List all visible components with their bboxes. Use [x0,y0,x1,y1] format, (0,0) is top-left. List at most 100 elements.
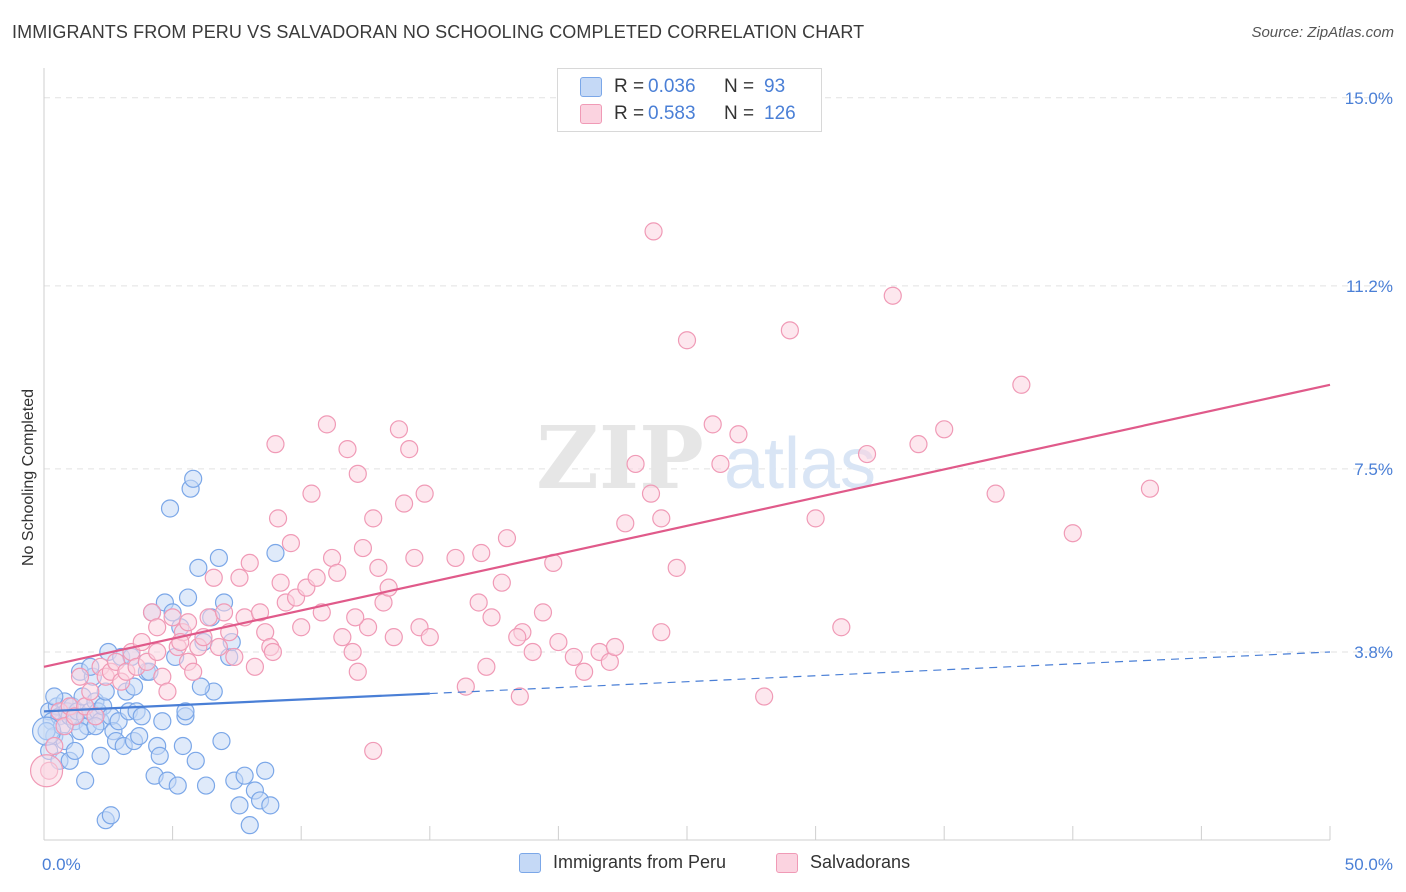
data-point [358,618,378,637]
data-point [153,712,172,731]
data-point [667,558,686,577]
series-legend: Immigrants from Peru Salvadorans [0,852,1406,876]
legend-swatch-peru [519,852,541,873]
data-point [101,806,120,825]
y-tick-label: 11.2% [1346,277,1393,296]
data-point [389,420,409,439]
data-point [605,637,625,657]
data-point [250,603,270,622]
data-point [312,603,331,622]
data-point [317,415,337,434]
data-point [328,563,347,582]
legend-swatch-salvadoran [776,852,798,873]
data-point [755,687,774,706]
data-point [132,707,151,726]
data-point [70,667,90,686]
stats-legend-row-salvadoran: R = 0.583 N = 126 [580,102,796,126]
r-label: R = [614,76,645,97]
data-point [81,682,100,701]
data-point [857,444,877,464]
data-point [482,608,501,627]
legend-swatch-peru [580,77,602,97]
data-point [176,702,195,721]
data-point [343,642,362,662]
data-point [214,603,234,622]
data-point [626,454,645,474]
data-point [158,682,177,701]
x-tick-labels: 0.0% 50.0% [42,855,1393,874]
data-point [86,707,105,726]
data-point [549,632,568,652]
data-point [348,464,367,483]
data-point [209,637,228,657]
legend-label-peru: Immigrants from Peru [553,852,727,872]
data-point [191,677,210,696]
data-point [1140,479,1160,498]
data-point [281,534,301,553]
data-point [346,608,365,627]
data-point [178,588,198,607]
data-point [523,642,542,662]
legend-item-peru[interactable]: Immigrants from Peru [519,852,726,873]
data-point [29,754,64,788]
data-point [204,568,223,587]
data-point [469,593,488,612]
data-point [230,796,249,815]
data-point [148,642,167,662]
data-point [1063,524,1082,543]
r-value: 0.583 [648,103,696,124]
data-point [364,741,383,761]
trend-line [43,692,430,713]
data-point [909,435,928,454]
data-point [184,469,203,488]
x-tick-label: 0.0% [42,855,81,874]
data-point [575,662,594,681]
data-point [266,543,285,563]
data-point [394,494,414,513]
data-point [132,632,151,652]
y-tick-label: 15.0% [1345,89,1393,108]
data-point [883,286,902,305]
y-axis-label: No Schooling Completed [20,389,37,566]
data-point [369,558,388,577]
n-label: N = [724,103,755,124]
data-point [405,548,424,568]
data-point [225,647,244,667]
data-point [338,440,357,459]
data-point [935,420,954,439]
data-point [150,746,169,765]
legend-label-salvadoran: Salvadorans [810,852,911,872]
data-point [163,608,182,627]
chart-title: IMMIGRANTS FROM PERU VS SALVADORAN NO SC… [12,22,865,42]
n-label: N = [724,76,755,97]
legend-swatch-salvadoran [580,104,602,124]
data-point [806,509,825,528]
data-point [415,484,434,503]
data-point [268,509,288,528]
data-point [472,543,491,563]
data-point [400,440,419,459]
data-point [652,509,671,528]
stats-legend-row-peru: R = 0.036 N = 93 [580,75,785,99]
data-point [497,529,517,548]
data-point [196,776,216,795]
data-point [616,514,635,533]
r-value: 0.036 [648,76,696,97]
data-point [186,751,205,770]
data-point [160,499,180,518]
data-point [235,766,254,785]
watermark-zip: ZIP [536,408,704,509]
data-point [711,454,730,474]
data-point [184,662,203,681]
data-point [780,321,799,340]
data-point [348,662,367,681]
data-point [148,618,167,637]
data-point [76,771,95,790]
data-point [384,628,403,647]
data-point [477,657,496,676]
data-point [729,425,748,444]
legend-item-salvadoran[interactable]: Salvadorans [776,852,910,873]
data-point [508,628,527,647]
data-point [652,623,671,642]
